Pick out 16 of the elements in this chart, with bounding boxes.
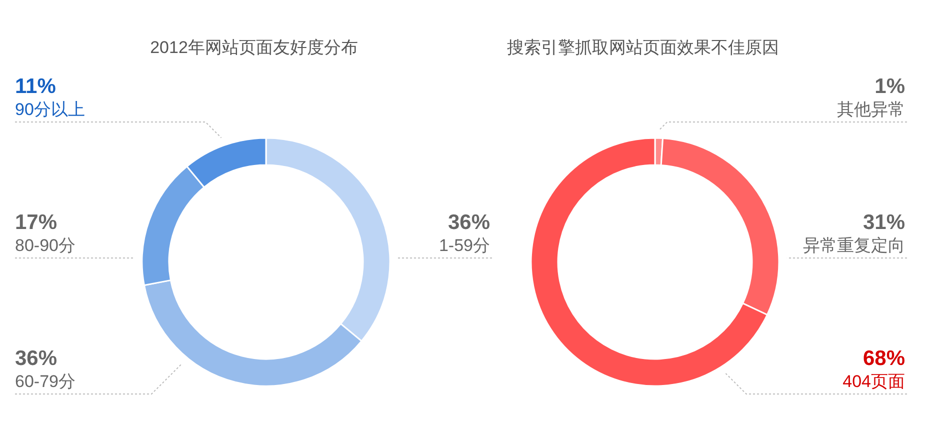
slice-label: 60-79分 <box>15 372 76 391</box>
data-label: 36% <box>448 211 490 234</box>
slice-label: 1-59分 <box>438 236 490 255</box>
slice-label: 90分以上 <box>15 100 85 119</box>
chart-title: 2012年网站页面友好度分布 <box>150 38 358 57</box>
data-label: 36% <box>15 347 58 370</box>
data-label: 68% <box>862 347 906 370</box>
slice-label: 404页面 <box>842 372 905 391</box>
data-label: 31% <box>862 211 906 234</box>
slice-label: 其他异常 <box>837 100 905 119</box>
data-label: 1% <box>874 75 906 98</box>
slice-label: 80-90分 <box>15 236 76 255</box>
chart-title: 搜索引擎抓取网站页面效果不佳原因 <box>507 38 779 57</box>
slice-label: 异常重复定向 <box>803 236 905 255</box>
data-label: 17% <box>15 211 58 234</box>
data-label: 11% <box>15 75 56 98</box>
